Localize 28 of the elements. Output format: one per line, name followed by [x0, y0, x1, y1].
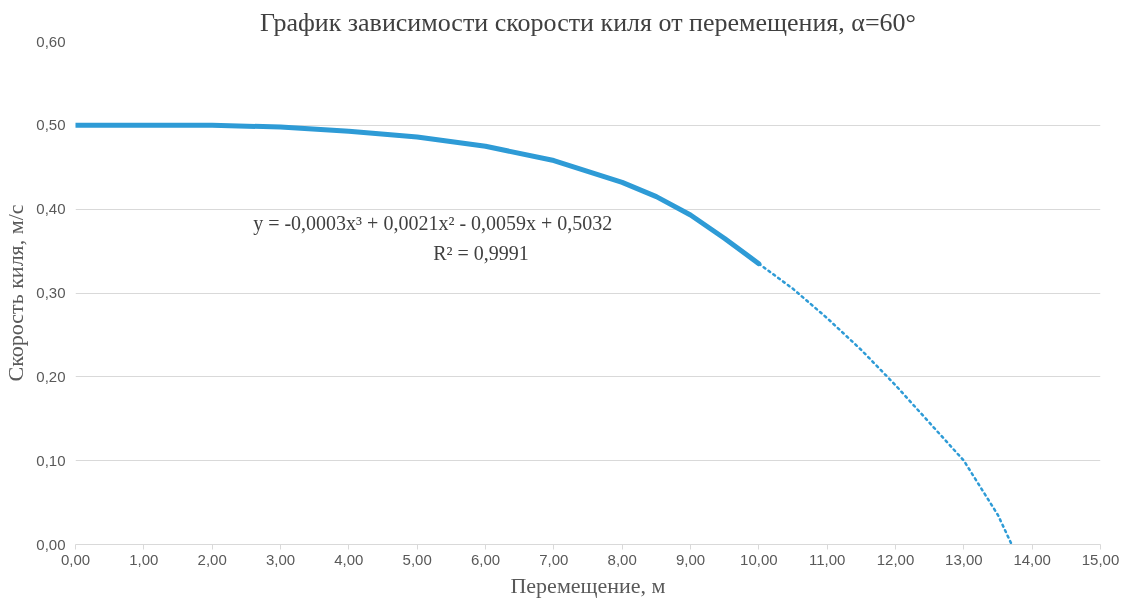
x-tick-label: 5,00 — [402, 550, 432, 568]
annotation: y = -0,0003x³ + 0,0021x² - 0,0059x + 0,5032 — [253, 212, 613, 236]
x-tick-label: 12,00 — [876, 550, 915, 568]
x-tick-label: 6,00 — [470, 550, 501, 568]
y-tick-label: 0,10 — [36, 451, 66, 469]
x-tick-label: 14,00 — [1013, 550, 1051, 568]
x-tick-label: 11,00 — [808, 550, 846, 568]
x-tick-label: 3,00 — [265, 550, 296, 568]
y-tick-label: 0,60 — [36, 32, 66, 50]
x-tick-label: 7,00 — [539, 550, 569, 568]
chart-title: График зависимости скорости киля от перемещения, α=60° — [259, 7, 917, 37]
y-tick-label: 0,00 — [36, 535, 66, 553]
y-tick-label: 0,30 — [36, 284, 66, 301]
x-tick-label: 2,00 — [197, 550, 227, 568]
y-tick-label: 0,40 — [36, 200, 66, 218]
x-tick-label: 15,00 — [1081, 550, 1120, 568]
y-tick-label: 0,20 — [36, 367, 66, 385]
annotation: R² = 0,9991 — [433, 241, 529, 264]
x-axis-title: Перемещение, м — [510, 572, 666, 598]
x-tick-label: 13,00 — [945, 550, 983, 568]
y-axis-title: Скорость киля, м/с — [3, 204, 29, 382]
x-tick-label: 4,00 — [334, 550, 364, 568]
x-tick-label: 10,00 — [740, 550, 778, 568]
y-tick-label: 0,50 — [36, 116, 66, 134]
x-tick-label: 0,00 — [60, 550, 91, 568]
x-tick-label: 9,00 — [675, 550, 706, 568]
x-tick-label: 8,00 — [607, 550, 637, 568]
x-tick-label: 1,00 — [129, 550, 159, 568]
